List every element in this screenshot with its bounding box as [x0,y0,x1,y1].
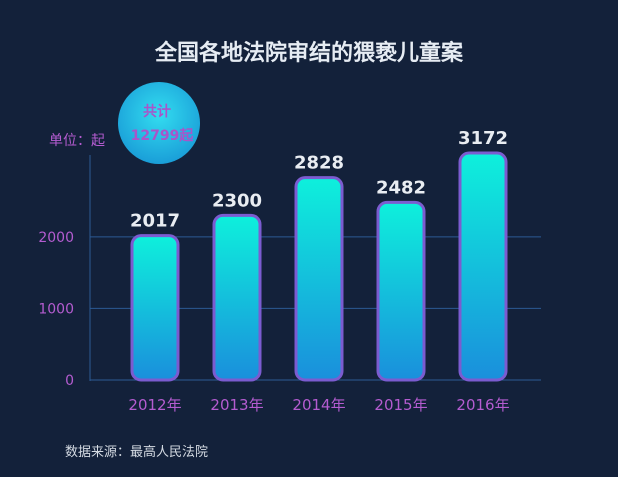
bar [458,151,508,382]
bar [294,176,344,382]
y-ticks: 0 1000 2000 [38,230,74,389]
x-tick-label: 2015年 [374,396,427,414]
y-tick-label: 2000 [38,230,74,246]
badge-label: 共计 [143,103,171,120]
value-label: 2017 [130,211,180,232]
value-label: 2300 [212,190,262,211]
source-note: 数据来源：最高人民法院 [65,444,208,460]
value-label: 3172 [458,128,508,149]
value-label: 2828 [294,153,344,174]
total-badge: 共计 12799起 [118,82,200,164]
bar [212,213,262,382]
chart-title: 全国各地法院审结的猥亵儿童案 [154,40,464,66]
badge-circle [118,82,200,164]
bar [376,200,426,382]
x-ticks: 2012年 2013年 2014年 2015年 2016年 [128,396,509,414]
y-tick-label: 1000 [38,301,74,317]
badge-total: 12799起 [131,127,195,144]
y-axis-label: 单位：起 [49,133,105,149]
bar [130,234,180,382]
bars [130,151,508,382]
x-tick-label: 2013年 [210,396,263,414]
y-tick-label: 0 [65,373,74,389]
value-labels: 2017 2300 2828 2482 3172 [130,128,508,232]
x-tick-label: 2016年 [456,396,509,414]
x-tick-label: 2014年 [292,396,345,414]
x-tick-label: 2012年 [128,396,181,414]
value-label: 2482 [376,177,426,198]
